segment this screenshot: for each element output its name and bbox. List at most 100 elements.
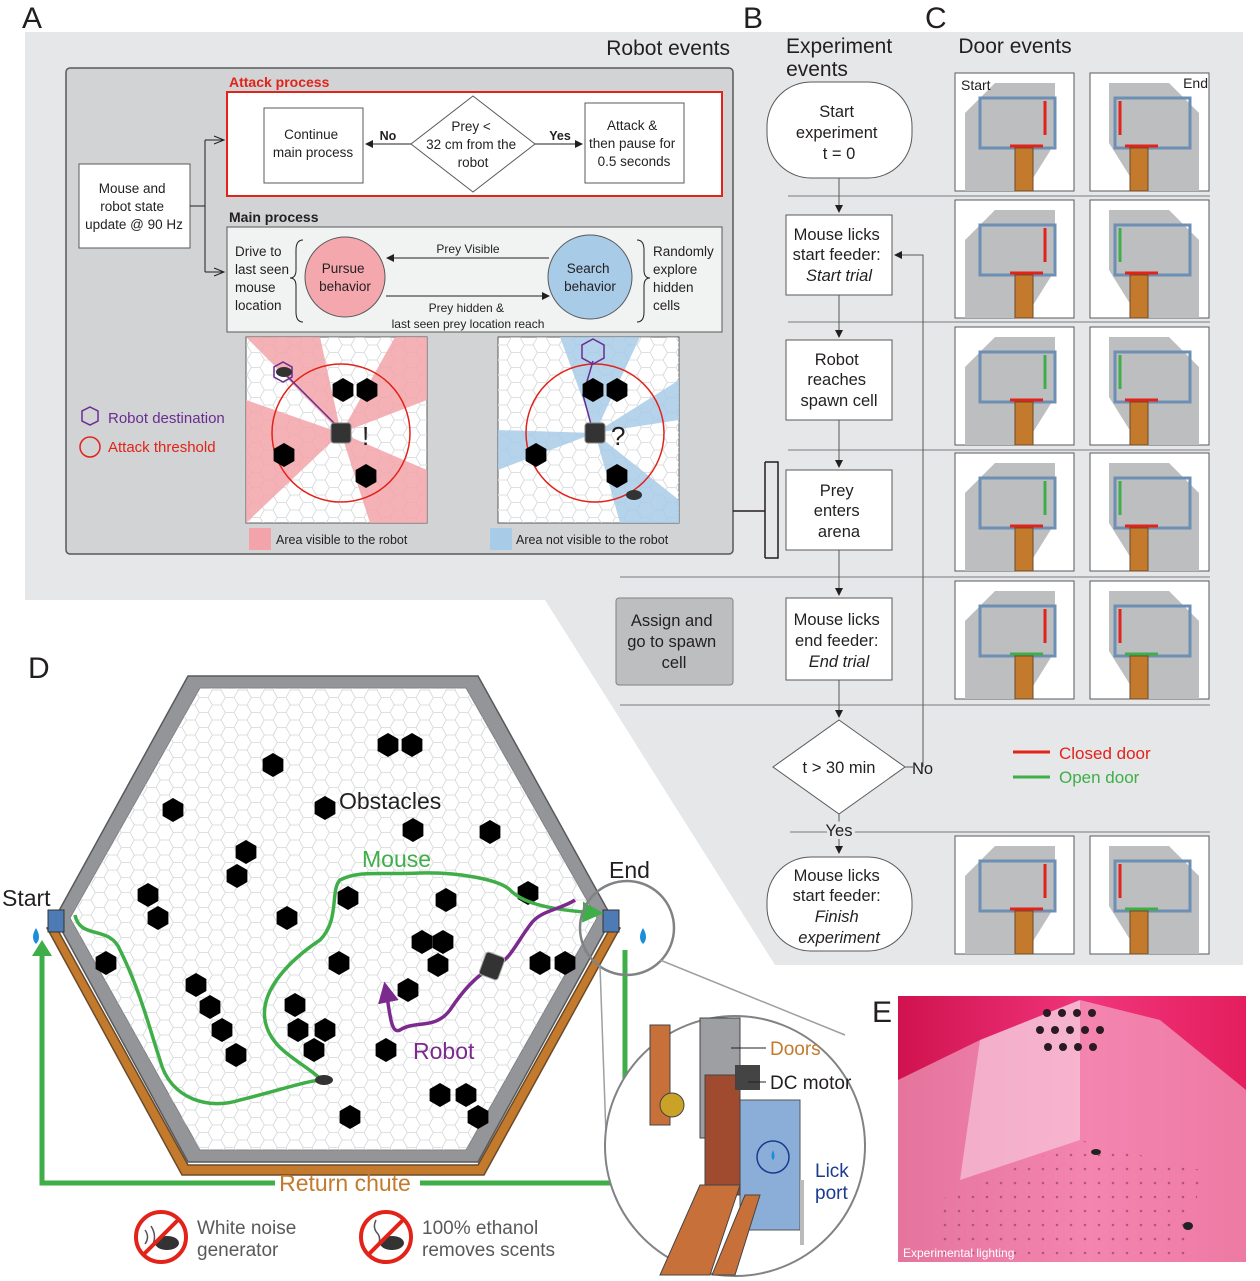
attack-process-title: Attack process — [229, 74, 330, 90]
attack-box — [584, 102, 685, 184]
door-tile — [954, 72, 1075, 192]
doors-label: Doors — [770, 1039, 821, 1060]
door-events-title: Door events — [958, 35, 1071, 58]
state-update-box — [78, 163, 191, 249]
visible-swatch — [249, 528, 271, 550]
continue-text: Continue main process — [273, 127, 354, 160]
lick-end-box — [785, 597, 893, 681]
obstacle-hexes — [95, 378, 628, 1129]
zoom-line-1 — [599, 965, 607, 1136]
obstacle-hex — [427, 953, 449, 977]
door-tile — [954, 326, 1075, 446]
closed-door-legend: Closed door — [1059, 744, 1151, 763]
door-tile — [1089, 72, 1210, 192]
no-loop-arrow — [895, 255, 924, 768]
obstacle-hex — [397, 978, 419, 1002]
stage-dividers — [620, 195, 1210, 833]
panel-letter-a: A — [22, 2, 42, 35]
obstacle-hex — [185, 973, 207, 997]
robot-spawn-box — [785, 339, 893, 421]
water-drop-icon-end — [640, 928, 646, 944]
lick-start-text: Mouse licks start feeder: Start trial — [793, 226, 886, 285]
end-zoom-circle — [578, 879, 676, 977]
obstacle-hex — [375, 1038, 397, 1062]
prey-enters-text: Prey enters arena — [814, 482, 864, 541]
state-update-text: Mouse and robot state update @ 90 Hz — [85, 181, 183, 232]
obstacle-hex — [337, 886, 359, 910]
obstacle-hex — [377, 733, 399, 757]
water-drop-icon-start — [33, 928, 39, 944]
zoom-line-2 — [659, 959, 846, 1036]
pursue-exclaim: ! — [362, 421, 369, 451]
obstacle-hex — [262, 753, 284, 777]
experimental-photo — [898, 996, 1246, 1262]
yes-label: Yes — [549, 129, 571, 143]
mini-obstacle-hex — [582, 378, 604, 402]
pursue-circle — [304, 236, 386, 318]
lick-start-box — [785, 214, 893, 296]
mini-obstacle-hex — [273, 443, 295, 467]
obstacle-hex — [199, 995, 221, 1019]
door-tile — [1089, 580, 1210, 700]
explore-brace — [636, 239, 651, 323]
state-update-bracket — [190, 139, 224, 273]
obstacle-hex — [339, 1105, 361, 1129]
return-arrow-left — [39, 950, 275, 1186]
obstacle-hex — [529, 951, 551, 975]
return-chute-label: Return chute — [279, 1170, 411, 1196]
prey-visible-label: Prey Visible — [436, 242, 499, 256]
prey-distance-decision — [410, 95, 536, 193]
drive-brace — [289, 239, 304, 323]
obstacle-hex — [435, 888, 457, 912]
main-process-title: Main process — [229, 209, 319, 225]
continue-box — [263, 107, 364, 184]
obstacle-hex — [429, 1083, 451, 1107]
not-visible-swatch — [490, 528, 512, 550]
photo-caption: Experimental lighting — [903, 1246, 1014, 1260]
obstacle-hex — [235, 840, 257, 864]
obstacle-hex — [314, 796, 336, 820]
obstacle-hex — [287, 1018, 309, 1042]
finish-box — [766, 856, 913, 952]
area-not-visible-label: Area not visible to the robot — [516, 533, 669, 547]
mini-obstacle-hex — [525, 443, 547, 467]
door-tile — [1089, 326, 1210, 446]
mouse-label: Mouse — [362, 846, 431, 872]
obstacle-hex — [554, 951, 576, 975]
robot-events-title: Robot events — [606, 37, 730, 60]
panel-letter-d: D — [28, 652, 50, 685]
lick-port-label: Lick port — [815, 1161, 854, 1204]
obstacle-hex — [284, 993, 306, 1017]
obstacle-hex — [95, 951, 117, 975]
door-tile — [1089, 199, 1210, 319]
door-tile — [1089, 835, 1210, 955]
obstacle-hex — [401, 733, 423, 757]
mini-obstacle-hex — [332, 378, 354, 402]
destination-legend: Robot destination — [108, 410, 225, 427]
ethanol-text: 100% ethanol removes scents — [422, 1218, 555, 1261]
mini-obstacle-hex — [606, 378, 628, 402]
mouse-path — [73, 871, 604, 1106]
obstacle-hex — [455, 1083, 477, 1107]
obstacle-hex — [467, 1105, 489, 1129]
mouse-icon — [315, 1075, 333, 1085]
obstacle-hex — [225, 1043, 247, 1067]
door-tile — [954, 199, 1075, 319]
decision-yes: Yes — [826, 822, 853, 840]
panel-letter-e: E — [872, 996, 892, 1029]
end-label: End — [609, 857, 650, 883]
search-question: ? — [611, 421, 625, 451]
panel-letter-c: C — [925, 2, 947, 35]
mini-obstacle-hex — [606, 464, 628, 488]
robot-spawn-text: Robot reaches spawn cell — [800, 351, 877, 410]
decision-no: No — [912, 760, 933, 778]
robot-path — [378, 898, 576, 1033]
lick-end-text: Mouse licks end feeder: End trial — [794, 611, 885, 671]
start-label: Start — [2, 885, 51, 911]
door-tile — [1089, 452, 1210, 572]
obstacle-hex — [411, 930, 433, 954]
return-arrow-head — [32, 940, 52, 956]
finish-text: Mouse licks start feeder: Finish experim… — [793, 867, 886, 947]
mini-obstacle-hex — [356, 378, 378, 402]
